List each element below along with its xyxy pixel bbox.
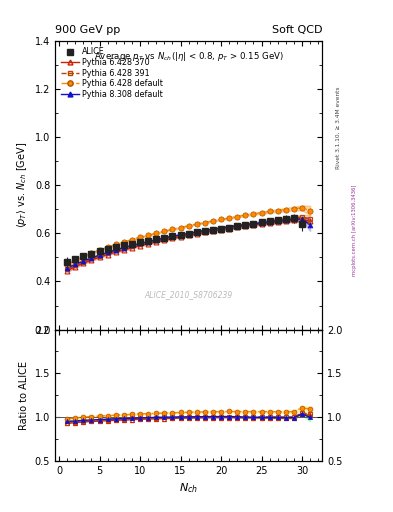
Y-axis label: $\langle p_T \rangle$ vs. $N_{ch}$ [GeV]: $\langle p_T \rangle$ vs. $N_{ch}$ [GeV] xyxy=(15,142,29,228)
Y-axis label: Ratio to ALICE: Ratio to ALICE xyxy=(19,360,29,430)
Text: Average $p_T$ vs $N_{ch}$(|$\eta$| < 0.8, $p_T$ > 0.15 GeV): Average $p_T$ vs $N_{ch}$(|$\eta$| < 0.8… xyxy=(94,50,284,62)
X-axis label: $N_{ch}$: $N_{ch}$ xyxy=(179,481,198,495)
Legend: ALICE, Pythia 6.428 370, Pythia 6.428 391, Pythia 6.428 default, Pythia 8.308 de: ALICE, Pythia 6.428 370, Pythia 6.428 39… xyxy=(59,45,166,101)
Text: mcplots.cern.ch [arXiv:1306.3436]: mcplots.cern.ch [arXiv:1306.3436] xyxy=(352,185,357,276)
Text: 900 GeV pp: 900 GeV pp xyxy=(55,25,120,35)
Text: ALICE_2010_S8706239: ALICE_2010_S8706239 xyxy=(145,290,233,300)
Text: Rivet 3.1.10, ≥ 3.4M events: Rivet 3.1.10, ≥ 3.4M events xyxy=(336,87,341,169)
Text: Soft QCD: Soft QCD xyxy=(272,25,322,35)
